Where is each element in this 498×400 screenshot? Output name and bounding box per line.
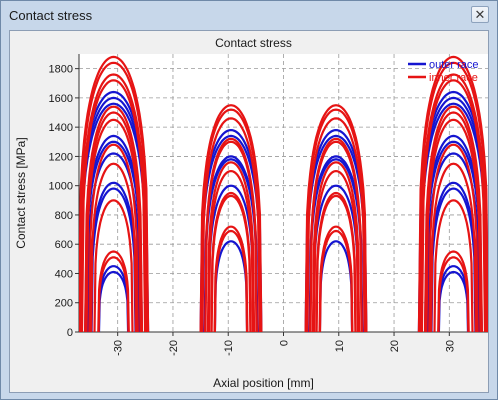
- x-axis-label: Axial position [mm]: [213, 376, 314, 390]
- inner-race-curve: [210, 194, 252, 332]
- y-tick-label: 1800: [49, 64, 73, 76]
- inner-race-curve: [417, 55, 488, 332]
- inner-race-curve: [84, 105, 144, 332]
- legend-label: outer race: [429, 59, 479, 71]
- chart-panel: Contact stress 0 200 400 600 800 1000 1200 1400 1…: [9, 30, 489, 393]
- outer-race-curve: [84, 134, 143, 332]
- inner-race-curve: [84, 111, 143, 332]
- inner-race-curve: [420, 73, 487, 332]
- inner-race-curve: [200, 108, 262, 332]
- inner-race-curve: [213, 229, 249, 332]
- inner-race-curve: [311, 161, 361, 332]
- x-tick-label: 10: [334, 340, 346, 352]
- outer-race-curve: [437, 265, 470, 332]
- outer-race-curve: [200, 134, 262, 332]
- y-tick-label: 600: [55, 239, 73, 251]
- inner-race-curve: [213, 225, 249, 332]
- outer-race-curve: [308, 158, 364, 332]
- inner-race-curve: [309, 140, 363, 332]
- inner-race-curve: [88, 143, 139, 332]
- legend-label: inner race: [429, 72, 478, 84]
- x-tick-label: 20: [389, 340, 401, 352]
- window-title: Contact stress: [9, 8, 93, 23]
- inner-race-curve: [437, 256, 470, 332]
- outer-race-curve: [312, 184, 360, 332]
- title-bar[interactable]: Contact stress ✕: [1, 1, 497, 30]
- inner-race-curve: [437, 250, 470, 332]
- inner-race-curve: [97, 250, 130, 332]
- inner-race-curve: [420, 79, 487, 332]
- x-tick-label: -10: [223, 340, 235, 356]
- inner-race-curve: [430, 162, 477, 332]
- outer-race-curve: [89, 181, 138, 332]
- contact-stress-chart: Contact stress02004006008001000120014001…: [14, 36, 488, 390]
- chart-title: Contact stress: [215, 36, 292, 50]
- inner-race-curve: [79, 55, 150, 332]
- inner-race-curve: [79, 61, 149, 332]
- outer-race-curve: [84, 140, 143, 332]
- y-axis-label: Contact stress [MPa]: [14, 137, 28, 248]
- inner-race-curve: [423, 105, 483, 332]
- outer-race-curve: [318, 240, 354, 332]
- inner-race-curve: [80, 73, 147, 332]
- x-tick-label: -30: [113, 340, 125, 356]
- outer-race-curve: [418, 96, 488, 332]
- inner-race-curve: [315, 194, 357, 332]
- outer-race-curve: [79, 102, 148, 332]
- inner-race-curve: [90, 162, 137, 332]
- inner-race-curve: [318, 229, 354, 332]
- inner-race-curve: [312, 169, 360, 332]
- inner-race-curve: [428, 143, 479, 332]
- y-tick-label: 1200: [49, 151, 73, 163]
- outer-race-curve: [213, 240, 249, 332]
- inner-race-curve: [93, 199, 134, 332]
- outer-race-curve: [424, 134, 483, 332]
- y-tick-label: 400: [55, 268, 73, 280]
- x-tick-label: 30: [444, 340, 456, 352]
- y-tick-label: 200: [55, 298, 73, 310]
- inner-race-curve: [304, 104, 368, 332]
- outer-race-curve: [429, 181, 478, 332]
- outer-race-curve: [419, 102, 488, 332]
- inner-race-curve: [206, 161, 256, 332]
- inner-race-curve: [204, 140, 258, 332]
- outer-race-curve: [97, 265, 130, 332]
- outer-race-curve: [424, 140, 483, 332]
- inner-race-curve: [305, 108, 367, 332]
- outer-race-curve: [305, 134, 367, 332]
- y-tick-label: 1400: [49, 122, 73, 134]
- outer-race-curve: [90, 187, 137, 332]
- inner-race-curve: [433, 199, 474, 332]
- y-tick-label: 0: [67, 327, 73, 339]
- close-icon: ✕: [474, 7, 486, 22]
- inner-race-curve: [418, 61, 488, 332]
- y-tick-label: 1000: [49, 181, 73, 193]
- outer-race-curve: [97, 270, 130, 332]
- y-tick-label: 800: [55, 210, 73, 222]
- outer-race-curve: [430, 187, 477, 332]
- inner-race-curve: [201, 117, 261, 332]
- x-tick-label: 0: [279, 340, 291, 346]
- inner-race-curve: [425, 118, 482, 332]
- inner-race-curve: [424, 111, 483, 332]
- x-tick-label: -20: [168, 340, 180, 356]
- outer-race-curve: [437, 270, 470, 332]
- outer-race-curve: [207, 184, 255, 332]
- inner-race-curve: [207, 169, 255, 332]
- outer-race-curve: [79, 96, 149, 332]
- inner-race-curve: [97, 256, 130, 332]
- inner-race-curve: [306, 117, 366, 332]
- inner-race-curve: [318, 225, 354, 332]
- outer-race-curve: [203, 158, 259, 332]
- y-tick-label: 1600: [49, 93, 73, 105]
- inner-race-curve: [80, 79, 147, 332]
- inner-race-curve: [199, 104, 263, 332]
- close-button[interactable]: ✕: [471, 6, 489, 23]
- inner-race-curve: [85, 118, 142, 332]
